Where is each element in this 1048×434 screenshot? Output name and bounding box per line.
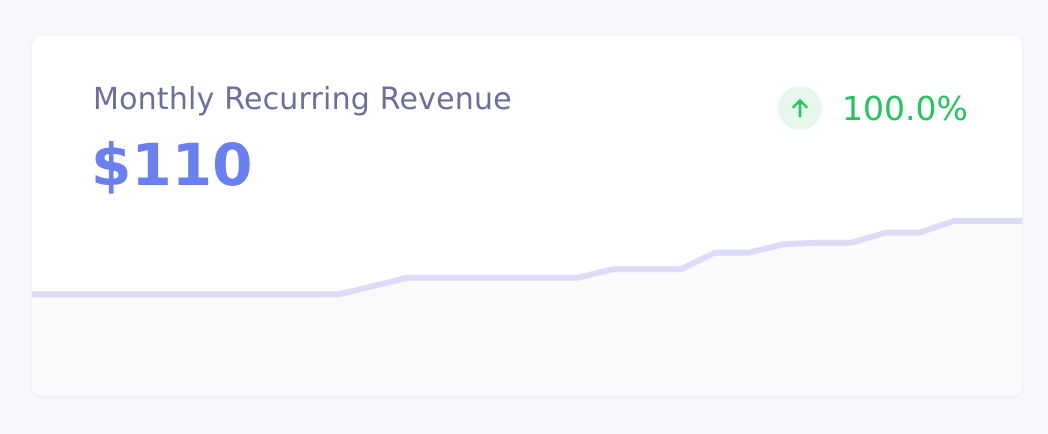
metric-value: $110 bbox=[91, 131, 253, 199]
sparkline-area bbox=[32, 221, 1022, 396]
sparkline-line bbox=[32, 218, 1022, 298]
mrr-card: Monthly Recurring Revenue $110 100.0% bbox=[32, 36, 1022, 396]
arrow-up-icon bbox=[778, 86, 822, 130]
change-indicator: 100.0% bbox=[778, 86, 968, 130]
metric-title: Monthly Recurring Revenue bbox=[93, 82, 512, 117]
change-percent: 100.0% bbox=[842, 88, 968, 128]
mrr-sparkline-chart bbox=[32, 218, 1022, 396]
